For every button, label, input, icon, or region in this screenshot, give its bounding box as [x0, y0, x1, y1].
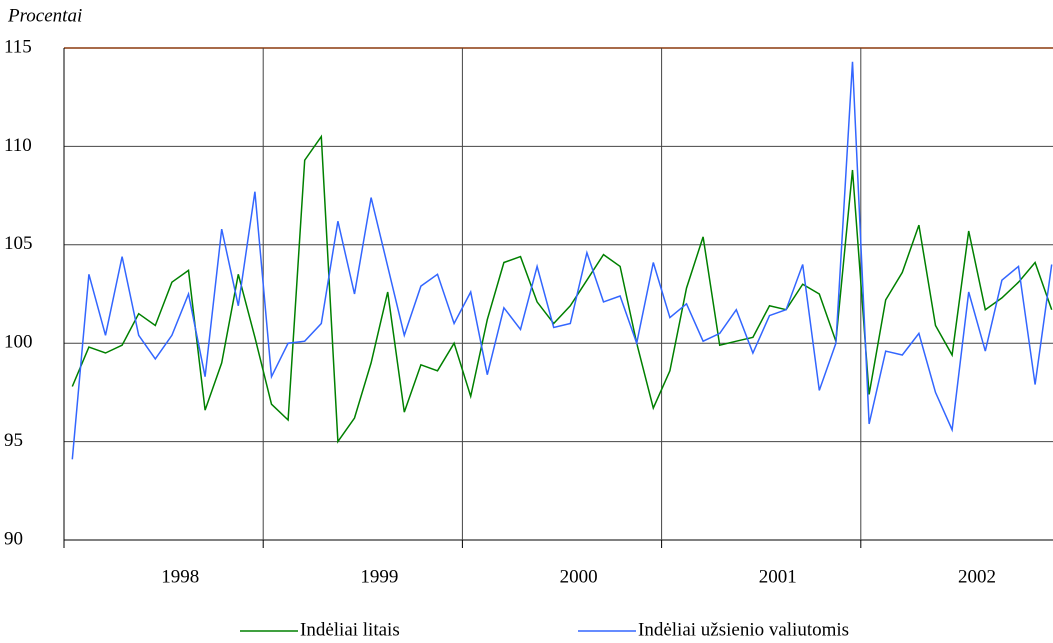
y-axis-title: Procentai: [7, 5, 82, 26]
legend-label: Indėliai užsienio valiutomis: [638, 619, 849, 640]
x-tick-label: 2002: [958, 566, 996, 587]
x-tick-label: 1999: [360, 566, 398, 587]
x-tick-label: 2001: [759, 566, 797, 587]
y-tick-label: 100: [4, 332, 33, 353]
x-tick-label: 1998: [161, 566, 199, 587]
series-line: [71, 134, 1053, 444]
y-tick-label: 95: [4, 430, 23, 451]
x-tick-label: 2000: [560, 566, 598, 587]
legend-label: Indėliai litais: [300, 619, 400, 640]
y-tick-label: 90: [4, 528, 23, 549]
y-tick-label: 110: [4, 135, 32, 156]
y-tick-label: 115: [4, 36, 32, 57]
series-line: [71, 61, 1053, 460]
y-tick-label: 105: [4, 233, 33, 254]
